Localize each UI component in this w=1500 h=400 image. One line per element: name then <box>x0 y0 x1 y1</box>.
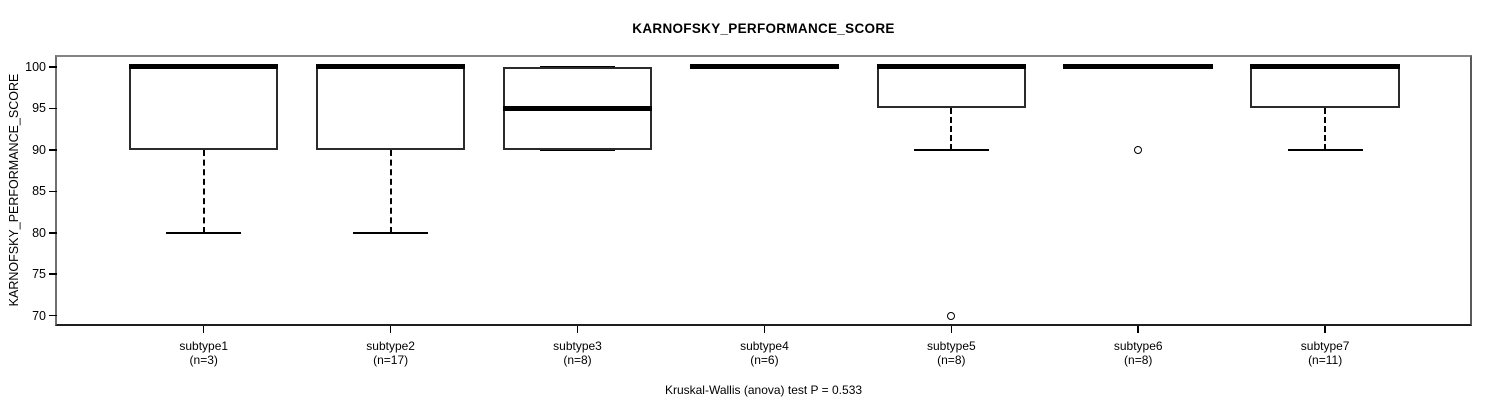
group-name: subtype7 <box>1300 339 1350 353</box>
x-group-label-subtype6: subtype6 (n=8) <box>1053 339 1223 367</box>
x-group-label-subtype1: subtype1 (n=3) <box>119 339 289 367</box>
whisker-low-subtype5 <box>950 108 953 150</box>
whisker-cap-low-subtype7 <box>1287 148 1363 151</box>
outlier-point-subtype5 <box>947 311 956 320</box>
group-name: subtype4 <box>740 339 789 353</box>
whisker-cap-low-subtype1 <box>166 231 242 234</box>
y-tick-label: 80 <box>32 225 46 240</box>
y-tick-mark <box>49 149 57 151</box>
x-group-label-subtype2: subtype2 (n=17) <box>306 339 476 367</box>
y-tick-mark <box>49 190 57 193</box>
x-group-label-subtype7: subtype7 (n=11) <box>1240 339 1410 367</box>
group-name: subtype2 <box>366 339 415 353</box>
whisker-low-subtype1 <box>202 149 205 233</box>
median-subtype5 <box>876 64 1027 70</box>
y-tick-label: 90 <box>32 142 46 157</box>
group-name: subtype1 <box>179 339 229 353</box>
plot-border <box>55 55 1472 326</box>
whisker-cap-low-subtype2 <box>353 231 428 234</box>
whisker-cap-low-subtype5 <box>913 148 989 151</box>
y-tick-mark <box>49 273 57 275</box>
stat-test-caption: Kruskal-Wallis (anova) test P = 0.533 <box>664 383 863 397</box>
group-count: (n=8) <box>563 353 592 367</box>
y-tick-mark <box>49 314 57 317</box>
x-tick-mark <box>763 326 766 333</box>
box-subtype2 <box>315 66 466 150</box>
y-tick-label: 85 <box>32 184 46 199</box>
y-tick-label: 95 <box>32 101 46 116</box>
plot-area <box>57 57 1470 324</box>
median-subtype7 <box>1250 64 1400 70</box>
x-group-label-subtype5: subtype5 (n=8) <box>866 339 1036 367</box>
median-subtype4 <box>689 64 840 70</box>
x-tick-mark <box>202 326 205 333</box>
x-group-label-subtype4: subtype4 (n=6) <box>679 339 849 367</box>
x-tick-mark <box>950 326 953 333</box>
y-tick-label: 70 <box>32 308 46 323</box>
whisker-cap-low-subtype3 <box>540 148 615 151</box>
y-tick-label: 100 <box>25 59 46 74</box>
box-subtype5 <box>876 66 1027 109</box>
median-subtype3 <box>502 105 653 111</box>
group-count: (n=3) <box>189 353 218 367</box>
x-tick-mark <box>1324 326 1326 333</box>
whisker-low-subtype7 <box>1324 108 1327 150</box>
group-count: (n=11) <box>1308 353 1343 367</box>
box-subtype7 <box>1250 66 1400 109</box>
group-name: subtype6 <box>1113 339 1163 353</box>
x-tick-mark <box>576 326 579 333</box>
group-count: (n=8) <box>1124 353 1153 367</box>
y-tick-label: 75 <box>32 267 46 282</box>
group-name: subtype3 <box>553 339 602 353</box>
x-tick-mark <box>1137 326 1139 333</box>
whisker-low-subtype2 <box>389 149 392 233</box>
median-subtype2 <box>315 64 466 70</box>
median-subtype1 <box>128 64 279 70</box>
y-tick-mark <box>49 66 57 68</box>
x-group-label-subtype3: subtype3 (n=8) <box>493 339 663 367</box>
group-count: (n=8) <box>937 353 966 367</box>
group-name: subtype5 <box>926 339 976 353</box>
x-tick-mark <box>389 326 392 333</box>
chart-title: KARNOFSKY_PERFORMANCE_SCORE <box>632 21 895 36</box>
group-count: (n=6) <box>750 353 779 367</box>
y-tick-mark <box>49 232 57 234</box>
group-count: (n=17) <box>373 353 409 367</box>
median-subtype6 <box>1063 64 1213 70</box>
y-tick-mark <box>49 107 57 110</box>
box-subtype1 <box>128 66 279 150</box>
outlier-point-subtype6 <box>1134 145 1143 154</box>
